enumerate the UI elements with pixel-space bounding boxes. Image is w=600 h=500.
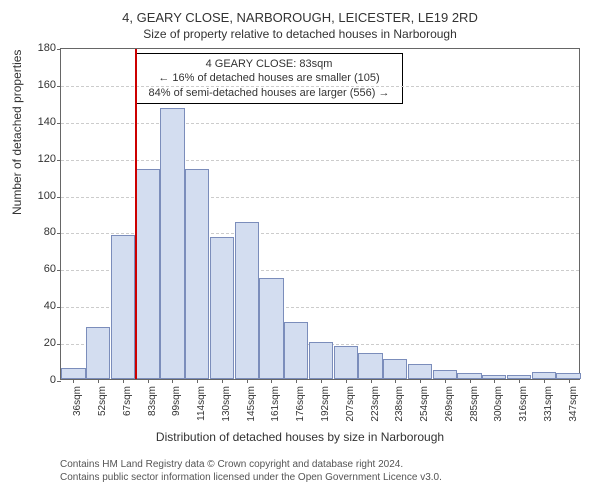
callout-line3: 84% of semi-detached houses are larger (… [142,86,396,100]
histogram-bar [309,342,333,379]
y-tick-mark [57,307,61,308]
x-tick-label: 192sqm [320,386,331,426]
grid-line [61,86,579,87]
attribution-line1: Contains HM Land Registry data © Crown c… [60,458,442,471]
attribution-line2: Contains public sector information licen… [60,471,442,484]
y-tick-mark [57,197,61,198]
callout-box: 4 GEARY CLOSE: 83sqm ← 16% of detached h… [135,53,403,104]
callout-line2: ← 16% of detached houses are smaller (10… [142,71,396,85]
x-tick-mark [395,379,396,383]
y-tick-mark [57,123,61,124]
y-tick-label: 40 [44,300,56,312]
y-tick-label: 160 [38,79,56,91]
x-tick-label: 285sqm [469,386,480,426]
histogram-bar [259,278,283,379]
grid-line [61,160,579,161]
histogram-bar [532,372,556,379]
x-tick-label: 67sqm [122,386,133,426]
x-tick-label: 83sqm [147,386,158,426]
y-tick-label: 0 [50,374,56,386]
histogram-bar [284,322,308,379]
histogram-bar [358,353,382,379]
x-tick-label: 161sqm [270,386,281,426]
chart-title-sub: Size of property relative to detached ho… [0,25,600,41]
x-tick-mark [321,379,322,383]
x-tick-mark [123,379,124,383]
x-tick-mark [296,379,297,383]
x-tick-label: 254sqm [419,386,430,426]
histogram-bar [160,108,184,379]
y-tick-mark [57,86,61,87]
x-tick-label: 316sqm [518,386,529,426]
y-tick-label: 140 [38,116,56,128]
x-tick-label: 223sqm [370,386,381,426]
x-tick-mark [197,379,198,383]
histogram-bar [86,327,110,379]
histogram-bar [111,235,135,379]
y-tick-label: 100 [38,190,56,202]
x-tick-mark [420,379,421,383]
histogram-bar [334,346,358,379]
chart-title-main: 4, GEARY CLOSE, NARBOROUGH, LEICESTER, L… [0,0,600,25]
x-tick-label: 130sqm [221,386,232,426]
callout-line1: 4 GEARY CLOSE: 83sqm [142,57,396,71]
x-tick-label: 114sqm [196,386,207,426]
x-tick-label: 145sqm [246,386,257,426]
y-axis-label: Number of detached properties [10,50,24,215]
histogram-bar [383,359,407,379]
reference-line [135,49,137,379]
x-tick-label: 269sqm [444,386,455,426]
histogram-bar [210,237,234,379]
histogram-bar [433,370,457,379]
y-tick-mark [57,270,61,271]
y-tick-label: 180 [38,42,56,54]
histogram-bar [61,368,85,379]
y-tick-mark [57,160,61,161]
x-tick-mark [371,379,372,383]
x-tick-label: 238sqm [394,386,405,426]
x-tick-mark [247,379,248,383]
x-tick-mark [346,379,347,383]
attribution: Contains HM Land Registry data © Crown c… [60,458,442,484]
x-tick-mark [148,379,149,383]
x-tick-mark [494,379,495,383]
y-tick-mark [57,381,61,382]
x-tick-mark [222,379,223,383]
histogram-bar [408,364,432,379]
y-tick-mark [57,344,61,345]
x-tick-label: 176sqm [295,386,306,426]
plot-area: 4 GEARY CLOSE: 83sqm ← 16% of detached h… [60,48,580,380]
chart-container: 4, GEARY CLOSE, NARBOROUGH, LEICESTER, L… [0,0,600,500]
y-tick-label: 80 [44,226,56,238]
x-tick-mark [470,379,471,383]
x-tick-label: 300sqm [493,386,504,426]
x-tick-mark [445,379,446,383]
x-tick-label: 36sqm [72,386,83,426]
x-tick-mark [98,379,99,383]
grid-line [61,123,579,124]
x-tick-label: 207sqm [345,386,356,426]
y-tick-mark [57,49,61,50]
x-tick-label: 331sqm [543,386,554,426]
histogram-bar [235,222,259,379]
x-tick-label: 347sqm [568,386,579,426]
x-tick-label: 52sqm [97,386,108,426]
x-tick-mark [271,379,272,383]
x-tick-mark [544,379,545,383]
x-tick-label: 99sqm [171,386,182,426]
y-tick-mark [57,233,61,234]
histogram-bar [136,169,160,379]
x-tick-mark [172,379,173,383]
x-axis-label: Distribution of detached houses by size … [0,430,600,444]
y-tick-label: 120 [38,153,56,165]
x-tick-mark [519,379,520,383]
x-tick-mark [73,379,74,383]
y-tick-label: 60 [44,263,56,275]
x-tick-mark [569,379,570,383]
histogram-bar [185,169,209,379]
y-tick-label: 20 [44,337,56,349]
